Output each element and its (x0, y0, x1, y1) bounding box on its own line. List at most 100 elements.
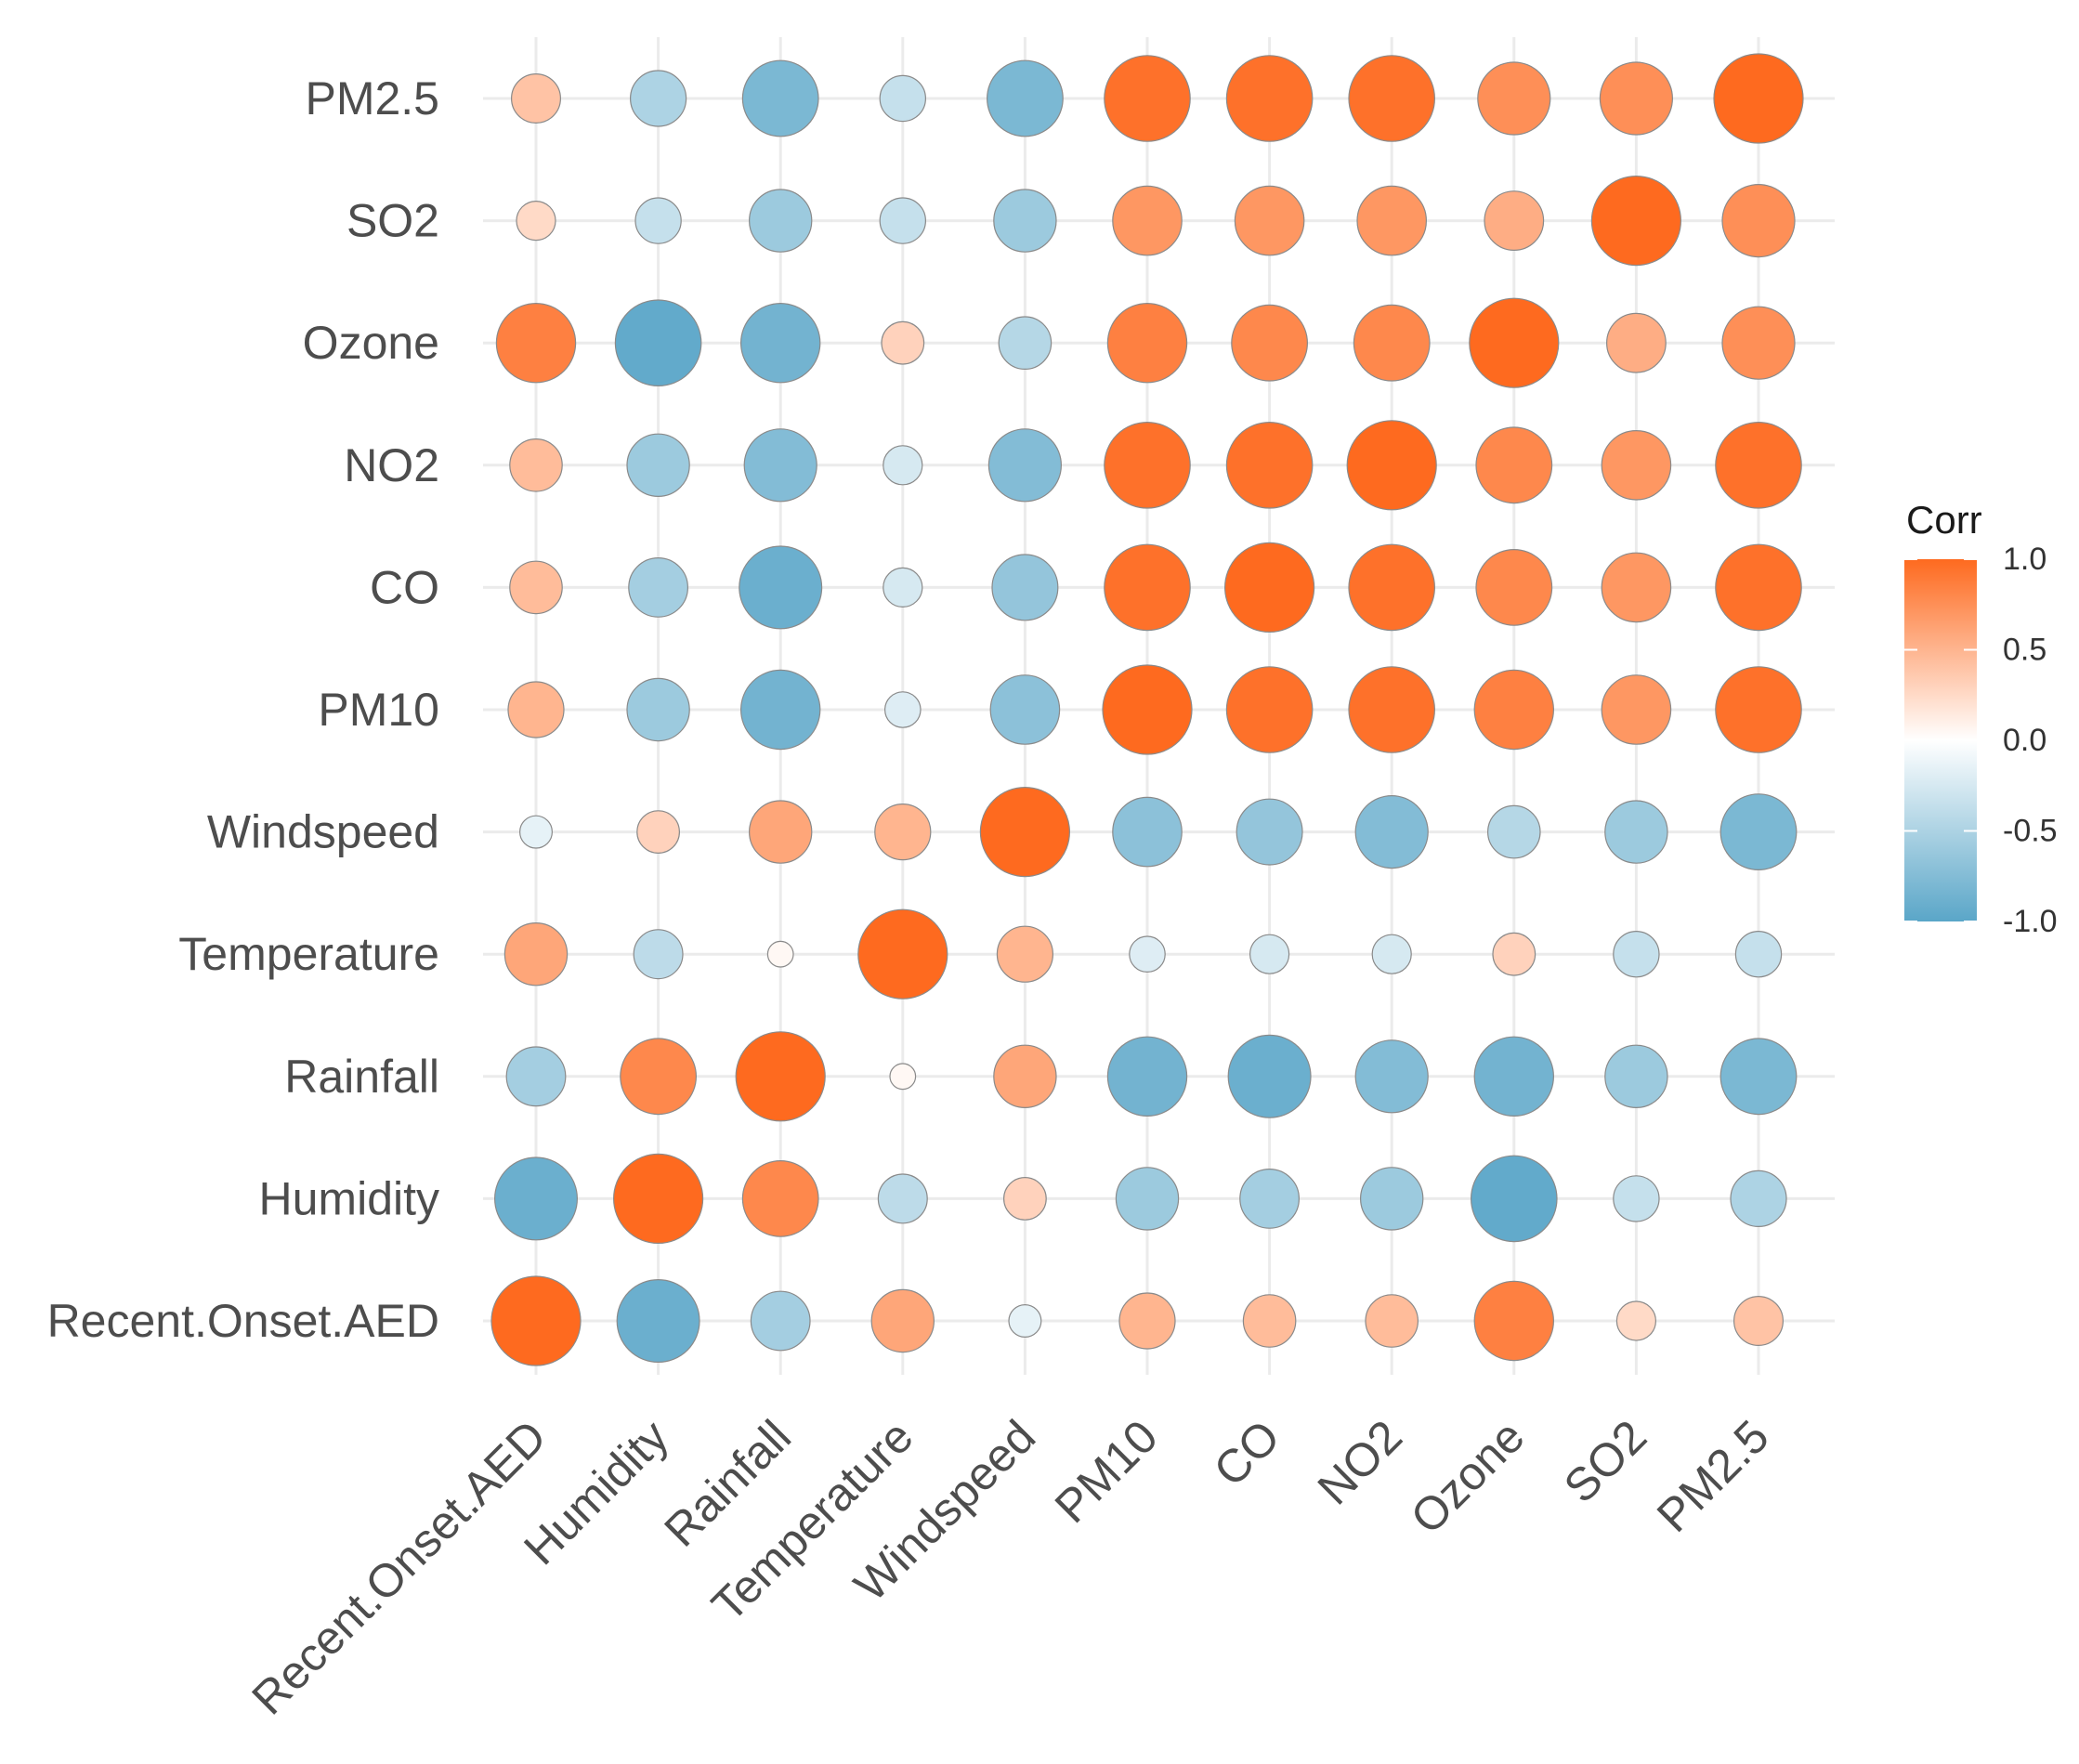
corr-dot-humidity-rainfall (741, 1159, 819, 1237)
corr-dot-no2-windspeed (987, 428, 1063, 503)
y-tick-label-rainfall: Rainfall (284, 1051, 439, 1103)
corr-dot-no2-recent-onset-aed (509, 438, 563, 492)
y-tick-label-ozone: Ozone (303, 317, 439, 369)
corr-dot-rainfall-humidity (620, 1038, 697, 1116)
corr-dot-pm10-recent-onset-aed (507, 681, 565, 738)
x-tick-label-ozone: Ozone (1401, 1410, 1535, 1544)
corr-dot-co-temperature (883, 567, 923, 608)
corr-dot-co-co (1223, 542, 1315, 634)
corr-dot-windspeed-windspeed (979, 786, 1071, 878)
corr-dot-rainfall-ozone (1473, 1036, 1555, 1117)
y-axis-labels: Recent.Onset.AED Humidity Rainfall Temperat… (47, 72, 439, 1347)
corr-dot-no2-co (1225, 421, 1314, 509)
corr-dot-recent-onset-aed-co (1242, 1294, 1297, 1348)
corr-dot-ozone-co (1231, 304, 1308, 382)
corr-dot-pm10-rainfall (740, 669, 821, 751)
corr-dot-humidity-pm2-5 (1730, 1169, 1787, 1228)
y-tick-label-temperature: Temperature (178, 928, 439, 980)
legend-tick-label: -1.0 (2003, 904, 2058, 939)
corr-dot-pm2-5-no2 (1348, 55, 1436, 142)
corr-dot-humidity-humidity (612, 1153, 704, 1245)
x-tick-label-so2: SO2 (1554, 1410, 1656, 1512)
y-tick-label-pm10: PM10 (318, 684, 439, 736)
corr-dot-temperature-rainfall (766, 940, 794, 968)
corr-dot-rainfall-no2 (1354, 1039, 1429, 1114)
corr-dot-pm10-windspeed (989, 674, 1061, 745)
corr-dot-humidity-so2 (1613, 1175, 1660, 1222)
corr-dot-pm2-5-pm2-5 (1713, 53, 1804, 144)
corr-dot-windspeed-temperature (874, 803, 932, 861)
corr-dot-recent-onset-aed-humidity (616, 1278, 700, 1363)
corr-dot-so2-recent-onset-aed (516, 201, 556, 242)
corr-dot-pm10-pm2-5 (1715, 666, 1802, 753)
legend-title: Corr (1906, 498, 1982, 542)
corr-dot-so2-temperature (879, 197, 927, 244)
corr-dot-no2-humidity (626, 433, 690, 497)
corr-dot-co-rainfall (739, 545, 823, 630)
corr-dot-recent-onset-aed-ozone (1473, 1280, 1555, 1362)
corr-dot-windspeed-rainfall (749, 800, 813, 864)
corr-dot-no2-rainfall (743, 428, 817, 503)
x-axis-labels: Recent.Onset.AEDHumidityRainfallTemperat… (242, 1410, 1778, 1724)
legend-tick-label: -0.5 (2003, 814, 2058, 849)
corr-dot-rainfall-co (1227, 1034, 1312, 1118)
corr-dot-so2-co (1234, 185, 1305, 256)
corr-dot-humidity-temperature (877, 1173, 928, 1224)
corr-dot-windspeed-pm10 (1112, 796, 1183, 868)
corr-dot-recent-onset-aed-rainfall (750, 1290, 811, 1352)
corr-dot-ozone-pm10 (1106, 303, 1188, 384)
corr-dot-windspeed-ozone (1487, 804, 1541, 859)
corr-dot-windspeed-recent-onset-aed (518, 815, 553, 849)
corr-dot-temperature-so2 (1613, 930, 1660, 978)
y-tick-label-so2: SO2 (346, 195, 439, 247)
corr-dot-pm2-5-ozone (1477, 61, 1551, 136)
corr-dot-rainfall-temperature (889, 1063, 917, 1091)
corr-dot-no2-pm10 (1104, 421, 1191, 509)
corr-dot-humidity-pm10 (1115, 1167, 1180, 1231)
corr-dot-humidity-co (1239, 1168, 1300, 1229)
corr-dot-humidity-no2 (1359, 1167, 1424, 1231)
x-tick-label-pm2-5: PM2.5 (1647, 1410, 1779, 1542)
y-tick-label-no2: NO2 (344, 439, 439, 491)
corr-dot-ozone-recent-onset-aed (495, 303, 577, 384)
corr-dot-pm2-5-pm10 (1104, 55, 1191, 142)
corr-dot-so2-rainfall (749, 189, 813, 253)
corr-dot-co-pm2-5 (1715, 543, 1802, 632)
corr-dot-temperature-ozone (1492, 932, 1536, 976)
corr-dot-recent-onset-aed-no2 (1365, 1294, 1419, 1348)
corr-dot-windspeed-humidity (636, 810, 680, 854)
x-tick-label-no2: NO2 (1308, 1410, 1412, 1514)
corr-dot-so2-so2 (1590, 176, 1682, 267)
corr-dot-so2-ozone (1484, 190, 1545, 252)
corr-dot-ozone-no2 (1353, 304, 1431, 382)
corr-dot-co-humidity (628, 557, 688, 618)
y-tick-label-recent-onset-aed: Recent.Onset.AED (47, 1295, 439, 1347)
corr-dot-rainfall-pm10 (1106, 1036, 1188, 1117)
corr-dot-pm10-co (1225, 666, 1314, 753)
corr-dot-humidity-ozone (1471, 1155, 1558, 1243)
corr-dot-ozone-windspeed (998, 316, 1053, 371)
legend-tick-label: 0.5 (2003, 633, 2046, 668)
corr-dot-temperature-co (1249, 934, 1290, 974)
corr-dot-pm10-pm10 (1102, 664, 1193, 755)
corr-dot-pm10-temperature (883, 691, 922, 728)
legend-tick-label: 1.0 (2003, 542, 2046, 577)
corr-dot-so2-pm10 (1112, 185, 1183, 256)
corr-dot-no2-ozone (1475, 426, 1553, 504)
corr-dot-recent-onset-aed-pm10 (1118, 1292, 1176, 1350)
corr-dot-humidity-recent-onset-aed (493, 1156, 578, 1241)
corr-dot-pm2-5-so2 (1599, 61, 1674, 136)
corr-dot-temperature-humidity (633, 929, 684, 980)
dot-layer (490, 53, 1804, 1366)
corr-dot-so2-pm2-5 (1721, 184, 1796, 258)
corr-dot-temperature-windspeed (996, 925, 1054, 983)
corr-dot-temperature-pm10 (1129, 935, 1166, 973)
corr-dot-pm2-5-temperature (879, 74, 927, 123)
corr-dot-ozone-temperature (881, 320, 925, 365)
corr-dot-so2-windspeed (993, 189, 1057, 253)
corr-dot-pm2-5-humidity (629, 70, 687, 127)
corr-dot-rainfall-recent-onset-aed (505, 1046, 567, 1107)
corr-dot-so2-humidity (634, 197, 682, 244)
corr-dot-windspeed-pm2-5 (1719, 793, 1798, 870)
